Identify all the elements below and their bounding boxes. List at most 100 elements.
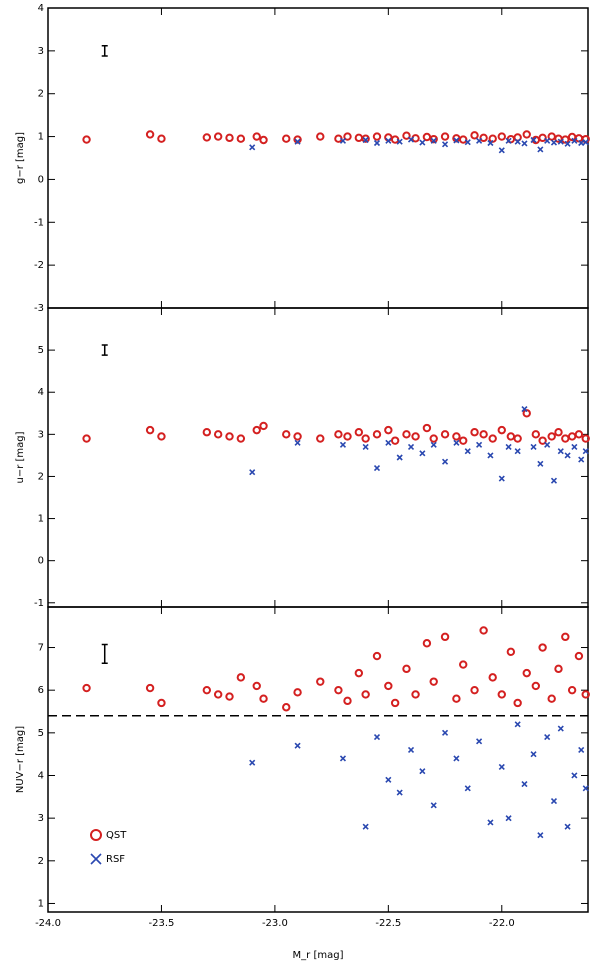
qst-point — [547, 432, 556, 441]
qst-point — [470, 685, 479, 695]
rsf-point — [571, 772, 578, 779]
rsf-point — [339, 137, 347, 144]
rsf-point — [294, 742, 301, 749]
panel-frame — [47, 7, 589, 309]
rsf-point — [550, 477, 558, 484]
qst-point — [459, 436, 468, 445]
qst-point — [343, 132, 352, 141]
rsf-point — [487, 452, 494, 459]
qst-point — [531, 681, 541, 691]
qst-point — [145, 683, 155, 693]
qst-point — [479, 133, 488, 143]
qst-point — [202, 685, 212, 695]
qst-point — [538, 436, 547, 445]
rsf-point — [578, 139, 585, 147]
qst-point — [354, 428, 364, 437]
rsf-point — [441, 729, 449, 736]
rsf-point — [487, 139, 494, 147]
qst-point — [236, 434, 246, 443]
qst-point — [82, 683, 91, 693]
rsf-point — [564, 452, 571, 459]
rsf-point — [514, 721, 521, 728]
rsf-point — [498, 147, 505, 154]
qst-point — [554, 428, 563, 437]
y-tick-label: 4 — [38, 387, 44, 398]
rsf-point — [339, 755, 347, 762]
y-tick-label: 2 — [38, 856, 44, 867]
rsf-point — [407, 443, 415, 451]
qst-point — [488, 673, 497, 682]
qst-point — [343, 696, 352, 706]
y-tick-label: 2 — [38, 89, 44, 100]
qst-point — [82, 135, 91, 144]
qst-point — [316, 132, 325, 141]
y-tick-label: 1 — [38, 514, 44, 525]
y-tick-label: -2 — [34, 260, 44, 271]
error-bar — [101, 344, 108, 356]
rsf-point — [530, 751, 537, 758]
panel-frame — [47, 606, 589, 913]
qst-point — [440, 430, 450, 439]
qst-point — [488, 134, 497, 143]
qst-point — [574, 651, 584, 661]
qst-point — [429, 434, 438, 443]
error-bar — [101, 44, 108, 57]
qst-point — [213, 132, 223, 141]
rsf-point — [464, 448, 471, 455]
rsf-point — [373, 139, 381, 147]
rsf-point — [564, 823, 571, 830]
rsf-point — [476, 738, 483, 745]
qst-point — [459, 135, 468, 144]
qst-point — [361, 434, 370, 443]
qst-point — [236, 673, 246, 682]
rsf-point — [498, 763, 505, 771]
y-axis-label: u−r [mag] — [15, 431, 26, 483]
rsf-point — [396, 138, 403, 145]
qst-point — [225, 432, 234, 441]
panel-frame — [47, 307, 589, 608]
qst-point — [259, 694, 268, 703]
qst-point — [384, 681, 393, 691]
rsf-point — [294, 439, 301, 446]
qst-point — [452, 694, 461, 703]
rsf-point — [385, 439, 392, 446]
rsf-point — [564, 140, 571, 147]
qst-point — [225, 133, 234, 143]
qst-point — [574, 430, 584, 439]
rsf-point — [385, 776, 392, 783]
rsf-point — [582, 785, 589, 792]
qst-point — [316, 434, 325, 443]
qst-point — [372, 651, 382, 661]
qst-point — [402, 664, 411, 674]
qst-point — [372, 132, 382, 141]
rsf-point — [476, 441, 483, 448]
rsf-point — [362, 443, 369, 451]
qst-point — [513, 698, 522, 708]
legend-marker — [90, 853, 102, 865]
rsf-point — [544, 734, 551, 741]
qst-point — [411, 432, 420, 441]
x-axis-label: M_r [mag] — [293, 950, 344, 961]
qst-point — [282, 703, 291, 712]
y-tick-label: 1 — [38, 898, 44, 909]
qst-point — [554, 664, 563, 674]
qst-point — [361, 690, 370, 699]
rsf-point — [537, 460, 544, 467]
qst-point — [334, 685, 343, 695]
qst-point — [479, 626, 488, 635]
rsf-point — [464, 785, 471, 792]
qst-point — [252, 425, 261, 435]
rsf-point — [373, 734, 381, 741]
rsf-point — [530, 443, 537, 451]
qst-point — [293, 432, 302, 441]
qst-point — [522, 409, 531, 418]
y-tick-label: 4 — [38, 3, 44, 14]
x-tick-label: -24.0 — [35, 918, 61, 929]
qst-point — [411, 690, 420, 699]
rsf-point — [362, 136, 369, 144]
qst-point — [402, 430, 411, 439]
qst-point — [252, 681, 261, 691]
rsf-point — [582, 139, 589, 146]
qst-point — [440, 132, 450, 141]
